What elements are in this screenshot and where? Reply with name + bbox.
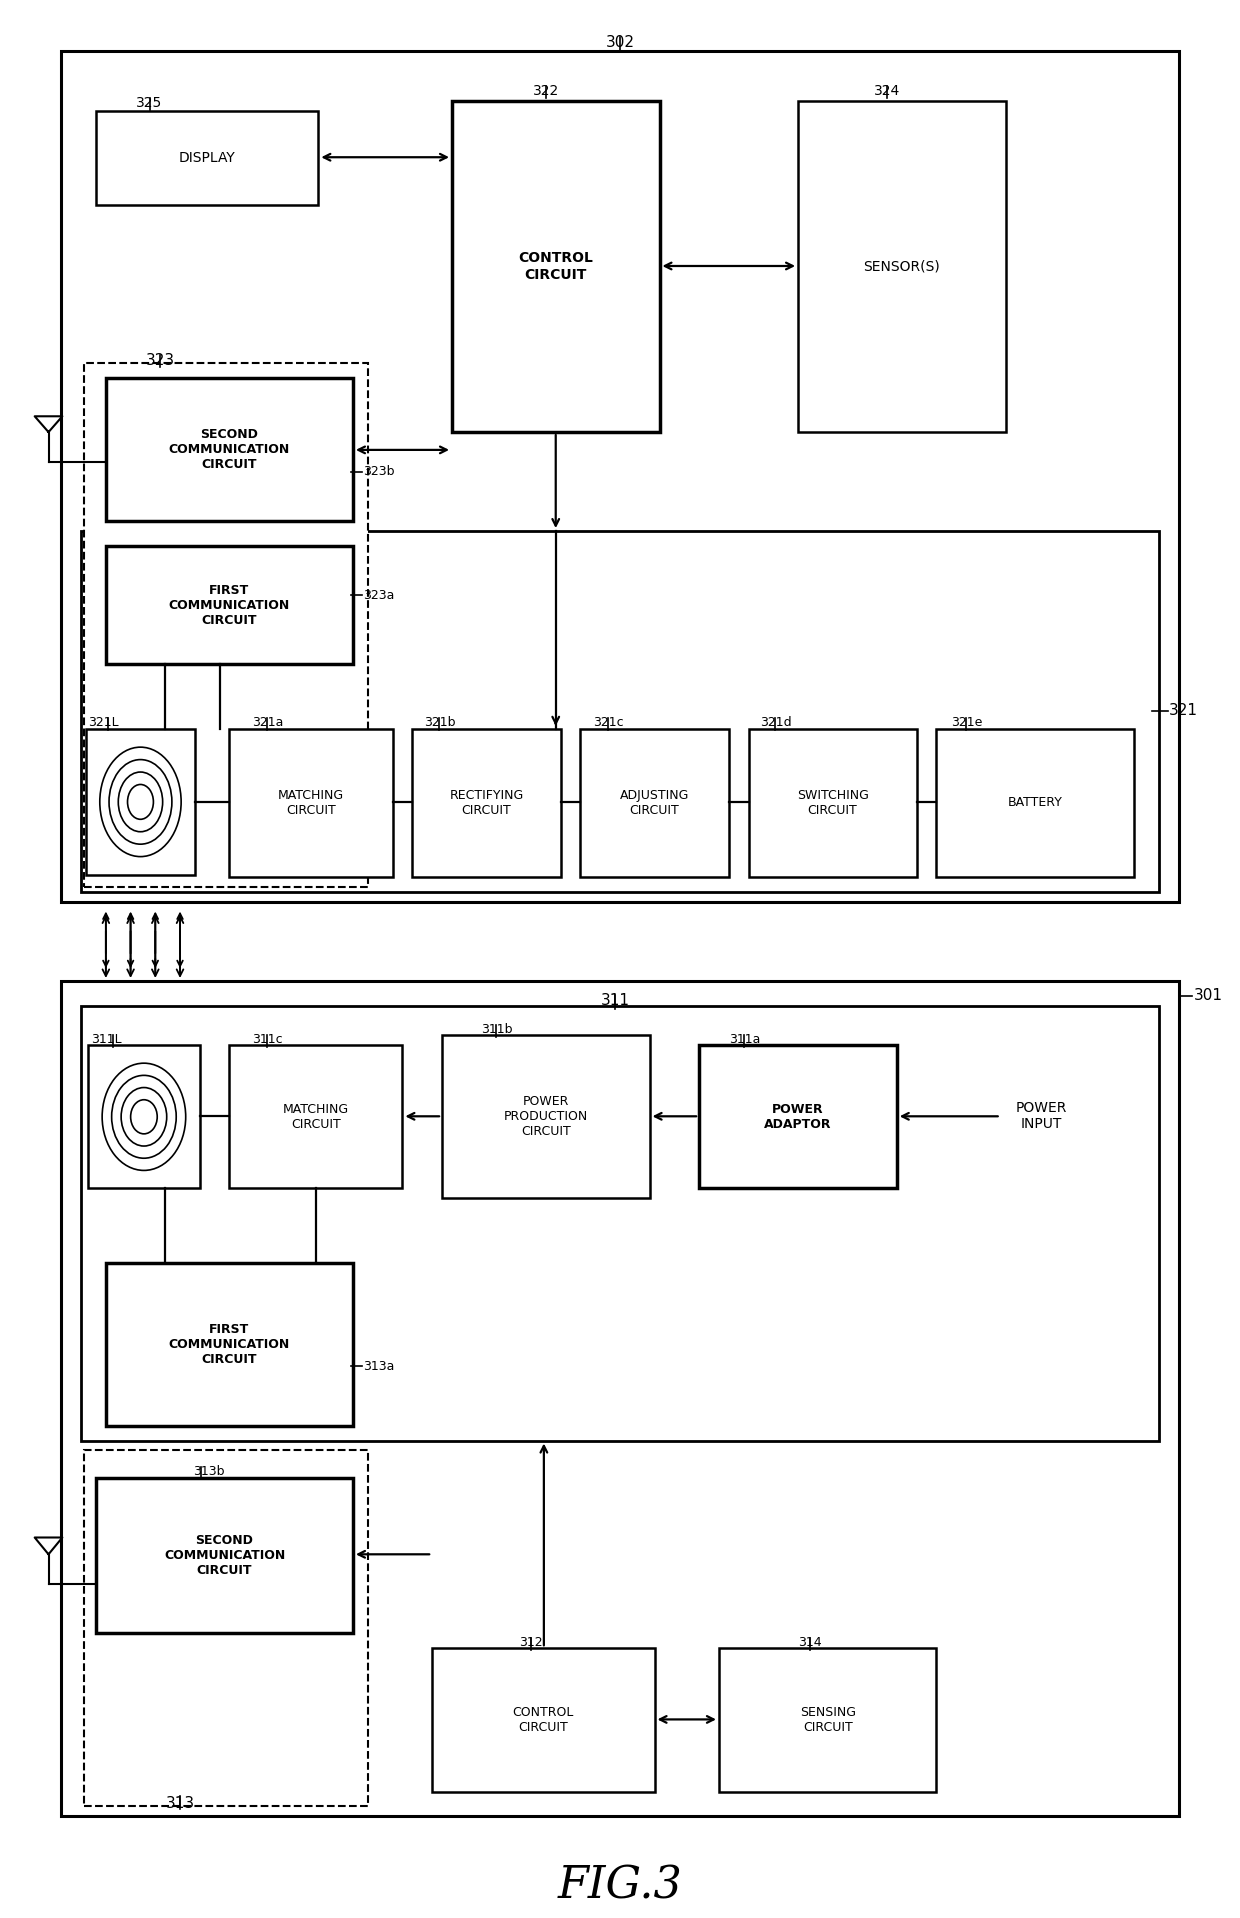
Bar (433, 1648, 655, 1791)
Text: 321: 321 (1169, 704, 1198, 719)
Text: POWER
ADAPTOR: POWER ADAPTOR (764, 1103, 832, 1132)
Bar (699, 1045, 897, 1189)
Text: 324: 324 (874, 84, 900, 98)
Text: 313b: 313b (193, 1465, 224, 1479)
Text: MATCHING
CIRCUIT: MATCHING CIRCUIT (283, 1103, 348, 1132)
Text: SENSING
CIRCUIT: SENSING CIRCUIT (800, 1705, 856, 1734)
Text: SWITCHING
CIRCUIT: SWITCHING CIRCUIT (796, 788, 868, 817)
Text: 323a: 323a (363, 589, 394, 602)
Text: SENSOR(S): SENSOR(S) (863, 259, 940, 274)
Text: 301: 301 (1193, 988, 1223, 1003)
Text: 312: 312 (520, 1636, 543, 1649)
Text: 311L: 311L (91, 1034, 122, 1045)
Text: 313a: 313a (363, 1360, 394, 1373)
Text: CONTROL
CIRCUIT: CONTROL CIRCUIT (518, 251, 593, 282)
Text: 321e: 321e (951, 715, 982, 729)
Text: 311: 311 (600, 994, 630, 1007)
Text: 311c: 311c (252, 1034, 283, 1045)
Bar (84, 1450, 368, 1807)
Text: 311a: 311a (729, 1034, 760, 1045)
Text: FIG.3: FIG.3 (558, 1864, 682, 1906)
Bar (61, 52, 1179, 901)
Bar (749, 729, 916, 877)
Bar (95, 111, 319, 205)
Bar (61, 980, 1179, 1816)
Text: ADJUSTING
CIRCUIT: ADJUSTING CIRCUIT (620, 788, 689, 817)
Text: RECTIFYING
CIRCUIT: RECTIFYING CIRCUIT (449, 788, 523, 817)
Bar (105, 378, 353, 522)
Bar (719, 1648, 936, 1791)
Text: DISPLAY: DISPLAY (179, 152, 236, 165)
Bar (88, 1045, 200, 1189)
Text: 302: 302 (605, 35, 635, 50)
Bar (81, 1005, 1159, 1440)
Bar (441, 1036, 650, 1199)
Text: BATTERY: BATTERY (1008, 796, 1063, 809)
Text: 325: 325 (135, 96, 161, 109)
Text: CONTROL
CIRCUIT: CONTROL CIRCUIT (512, 1705, 574, 1734)
Text: 321c: 321c (593, 715, 624, 729)
Text: SECOND
COMMUNICATION
CIRCUIT: SECOND COMMUNICATION CIRCUIT (164, 1534, 285, 1577)
Text: 321b: 321b (424, 715, 456, 729)
Text: 321a: 321a (252, 715, 284, 729)
Bar (95, 1479, 353, 1634)
Bar (580, 729, 729, 877)
Text: MATCHING
CIRCUIT: MATCHING CIRCUIT (278, 788, 343, 817)
Bar (936, 729, 1135, 877)
Text: 321L: 321L (88, 715, 119, 729)
Bar (81, 531, 1159, 892)
Bar (105, 547, 353, 664)
Bar (229, 1045, 403, 1189)
Text: 311b: 311b (481, 1024, 513, 1036)
Text: 313: 313 (165, 1797, 195, 1811)
Text: 323: 323 (145, 353, 175, 368)
Bar (105, 1262, 353, 1425)
Text: POWER
INPUT: POWER INPUT (1016, 1101, 1066, 1132)
Bar (451, 102, 660, 432)
Bar (229, 729, 393, 877)
Bar (86, 729, 195, 875)
Text: POWER
PRODUCTION
CIRCUIT: POWER PRODUCTION CIRCUIT (503, 1095, 588, 1137)
Text: FIRST
COMMUNICATION
CIRCUIT: FIRST COMMUNICATION CIRCUIT (169, 583, 290, 627)
Bar (799, 102, 1006, 432)
Text: 323b: 323b (363, 466, 394, 478)
Bar (84, 363, 368, 886)
Bar (413, 729, 560, 877)
Text: FIRST
COMMUNICATION
CIRCUIT: FIRST COMMUNICATION CIRCUIT (169, 1323, 290, 1366)
Text: 322: 322 (533, 84, 559, 98)
Text: 321d: 321d (760, 715, 792, 729)
Text: 314: 314 (799, 1636, 822, 1649)
Text: SECOND
COMMUNICATION
CIRCUIT: SECOND COMMUNICATION CIRCUIT (169, 428, 290, 472)
